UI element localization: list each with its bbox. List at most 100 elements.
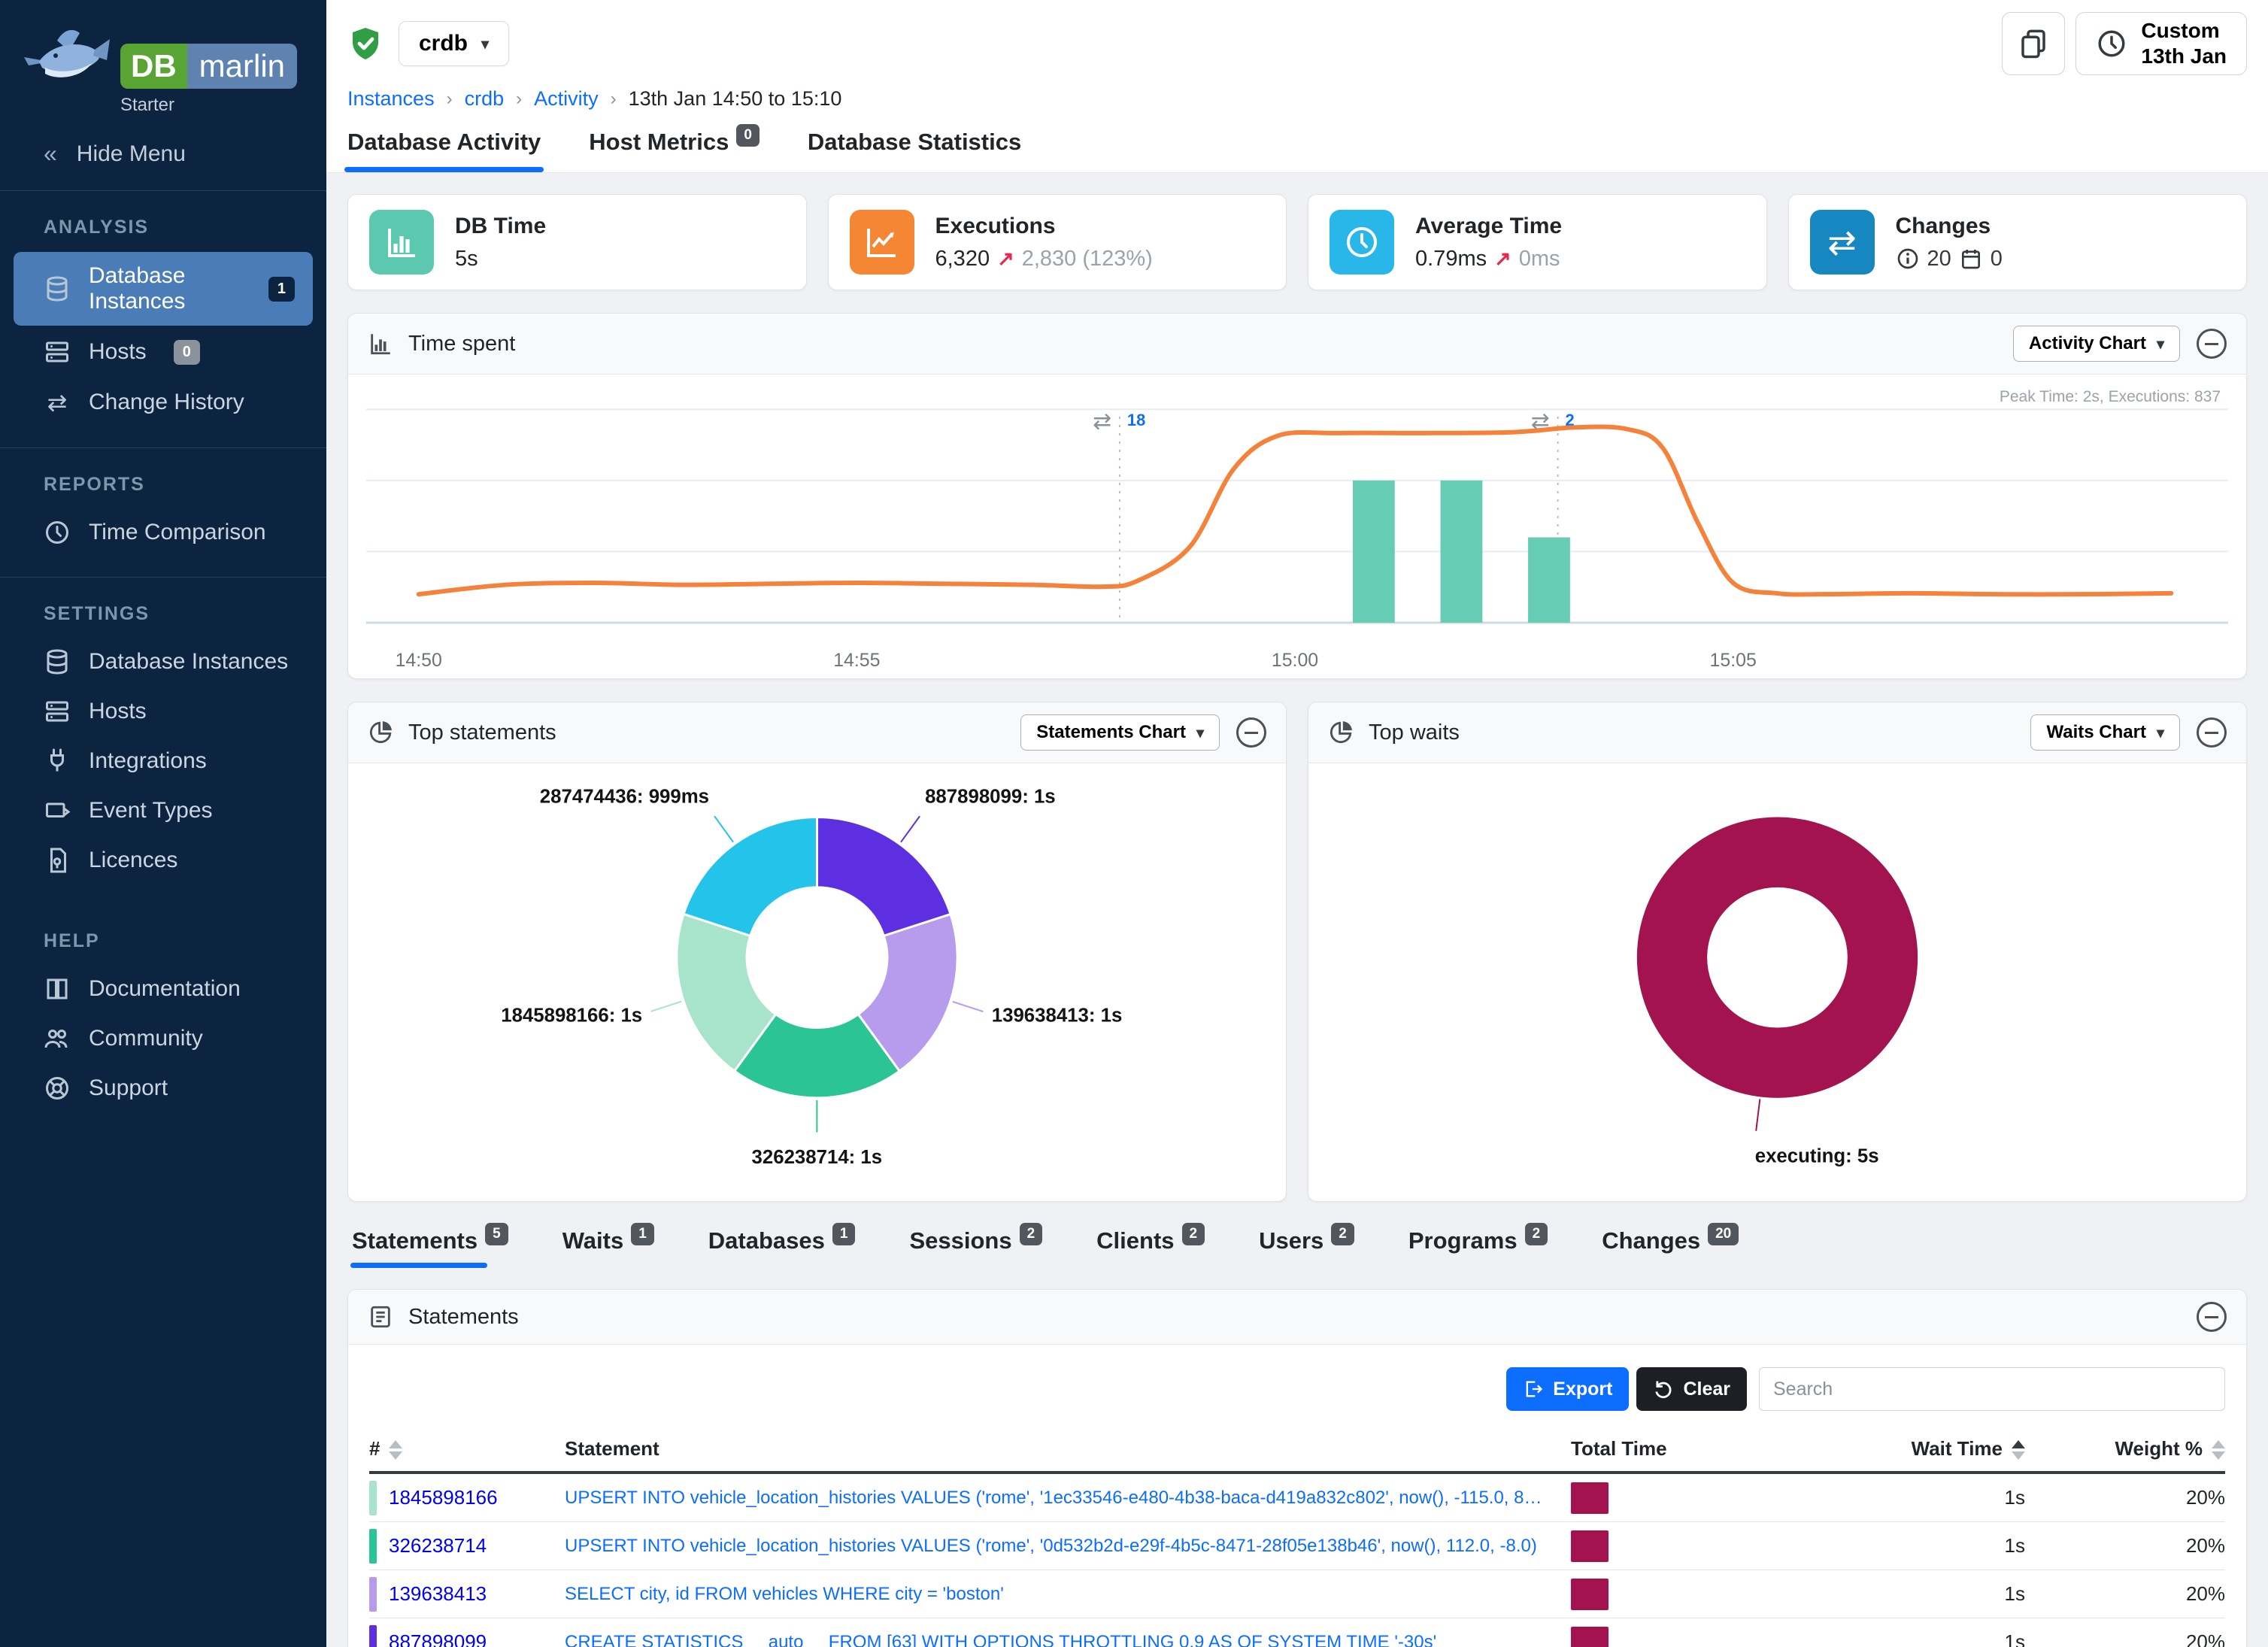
table-row: 887898099 CREATE STATISTICS __auto__ FRO… [369,1618,2225,1647]
kpi-db-time: DB Time 5s [347,194,807,290]
statement-id-link[interactable]: 887898099 [389,1630,487,1647]
licence-icon [44,847,71,874]
copy-icon [2018,28,2049,59]
breadcrumb-crdb[interactable]: crdb [464,87,505,110]
tab-clients[interactable]: Clients 2 [1096,1223,1205,1268]
sort-icon[interactable] [2012,1439,2025,1460]
sidebar-item-settings-database-instances[interactable]: Database Instances [0,637,326,687]
sidebar-item-change-history[interactable]: ⇄ Change History [0,377,326,428]
svg-text:⇄: ⇄ [1093,409,1111,434]
sidebar-item-database-instances[interactable]: Database Instances 1 [14,252,313,326]
clear-button[interactable]: Clear [1636,1367,1747,1411]
sidebar-item-hosts[interactable]: Hosts 0 [0,327,326,377]
tab-database-activity[interactable]: Database Activity [344,129,544,172]
search-input[interactable] [1759,1367,2225,1411]
kpi-row: DB Time 5s Executions 6,320 ↗ 2,830 (123… [347,194,2247,290]
pie-chart-icon [1328,720,1354,745]
tab-programs[interactable]: Programs 2 [1408,1223,1548,1268]
statement-id-link[interactable]: 326238714 [389,1534,487,1557]
tab-badge: 2 [1181,1223,1205,1245]
sidebar-item-licences[interactable]: Licences [0,836,326,885]
export-button[interactable]: Export [1506,1367,1630,1411]
statement-link[interactable]: UPSERT INTO vehicle_location_histories V… [565,1487,1555,1508]
breadcrumb-separator: › [610,88,617,109]
table-header-row: # Statement Total Time Wait Time Weight … [369,1426,2225,1474]
col-total-time-header[interactable]: Total Time [1571,1436,1667,1460]
chevron-down-icon: ▾ [2156,724,2164,742]
kpi-delta: 2,830 (123%) [1021,246,1153,271]
sidebar-item-label: Database Instances [89,649,289,674]
weight-value: 20% [2185,1630,2225,1647]
activity-chart-select[interactable]: Activity Chart ▾ [2012,326,2180,362]
tab-users[interactable]: Users 2 [1259,1223,1354,1268]
kpi-delta: 0ms [1518,246,1560,271]
col-weight-header[interactable]: Weight % [2060,1437,2225,1460]
event-icon [44,797,71,824]
copy-button[interactable] [2002,12,2066,75]
svg-text:139638413: 1s: 139638413: 1s [992,1005,1123,1027]
list-icon [368,1304,393,1330]
undo-icon [1653,1379,1674,1400]
sidebar-section-analysis: ANALYSIS Database Instances 1 Hosts 0 ⇄ … [0,191,326,448]
tab-databases[interactable]: Databases 1 [708,1223,856,1268]
kpi-calendar-count: 0 [1990,246,2003,271]
tab-host-metrics[interactable]: Host Metrics 0 [589,124,760,172]
time-range-button[interactable]: Custom 13th Jan [2075,12,2247,75]
info-icon [1896,247,1920,271]
sidebar-item-settings-hosts[interactable]: Hosts [0,687,326,736]
breadcrumb-activity[interactable]: Activity [534,87,599,110]
statement-link[interactable]: CREATE STATISTICS __auto__ FROM [63] WIT… [565,1631,1437,1647]
tab-badge: 1 [631,1223,654,1245]
collapse-panel-button[interactable] [1236,717,1266,748]
tab-changes[interactable]: Changes 20 [1602,1223,1739,1268]
svg-text:14:55: 14:55 [833,650,880,671]
hide-menu-button[interactable]: « Hide Menu [0,120,326,191]
collapse-panel-button[interactable] [2197,717,2227,748]
statements-chart-select[interactable]: Statements Chart ▾ [1020,714,1220,751]
tab-sessions[interactable]: Sessions 2 [909,1223,1043,1268]
col-statement-header[interactable]: Statement [565,1436,659,1460]
breadcrumb-instances[interactable]: Instances [347,87,435,110]
statement-id-link[interactable]: 139638413 [389,1582,487,1605]
instance-selector[interactable]: crdb ▾ [399,21,510,66]
tab-statements[interactable]: Statements 5 [350,1223,508,1268]
sidebar-item-support[interactable]: Support [0,1063,326,1113]
weight-value: 20% [2185,1486,2225,1509]
top-statements-donut[interactable]: 887898099: 1s 139638413: 1s 326238714: 1s 1… [348,768,1286,1189]
sidebar-item-community[interactable]: Community [0,1014,326,1063]
statement-link[interactable]: SELECT city, id FROM vehicles WHERE city… [565,1583,1004,1604]
section-title: SETTINGS [44,603,150,624]
sidebar-item-integrations[interactable]: Integrations [0,736,326,786]
sidebar-item-time-comparison[interactable]: Time Comparison [0,508,326,557]
sidebar-item-event-types[interactable]: Event Types [0,786,326,836]
sidebar-item-label: Hosts [89,339,147,364]
swap-arrows-icon: ⇄ [47,389,68,416]
tab-badge: 2 [1331,1223,1354,1245]
statement-color-chip [369,1576,377,1612]
collapse-panel-button[interactable] [2197,329,2227,359]
sort-icon[interactable] [389,1439,403,1460]
wait-time-value: 1s [2004,1486,2025,1509]
section-title: ANALYSIS [44,217,150,238]
kpi-info-count: 20 [1927,246,1951,271]
pie-chart-icon [368,720,393,745]
time-spent-chart[interactable]: ⇄ 18 ⇄ 214:50 14:55 15:00 15:05 [366,385,2228,675]
statement-link[interactable]: UPSERT INTO vehicle_location_histories V… [565,1535,1537,1556]
sidebar-item-label: Documentation [89,976,241,1001]
tab-waits[interactable]: Waits 1 [562,1223,654,1268]
col-id-header[interactable]: # [369,1437,565,1460]
tab-badge: 5 [485,1223,508,1245]
table-row: 1845898166 UPSERT INTO vehicle_location_… [369,1474,2225,1522]
total-time-bar [1571,1482,1609,1514]
people-icon [44,1025,71,1052]
tab-badge: 20 [1708,1223,1739,1245]
tab-database-statistics[interactable]: Database Statistics [807,129,1022,155]
top-waits-donut[interactable]: executing: 5s [1308,768,2246,1189]
waits-chart-select[interactable]: Waits Chart ▾ [2030,714,2180,751]
col-wait-time-header[interactable]: Wait Time [1797,1437,2060,1460]
export-icon [1523,1379,1544,1400]
statement-id-link[interactable]: 1845898166 [389,1486,498,1509]
collapse-panel-button[interactable] [2197,1302,2227,1332]
sort-icon[interactable] [2212,1439,2225,1460]
sidebar-item-documentation[interactable]: Documentation [0,964,326,1014]
